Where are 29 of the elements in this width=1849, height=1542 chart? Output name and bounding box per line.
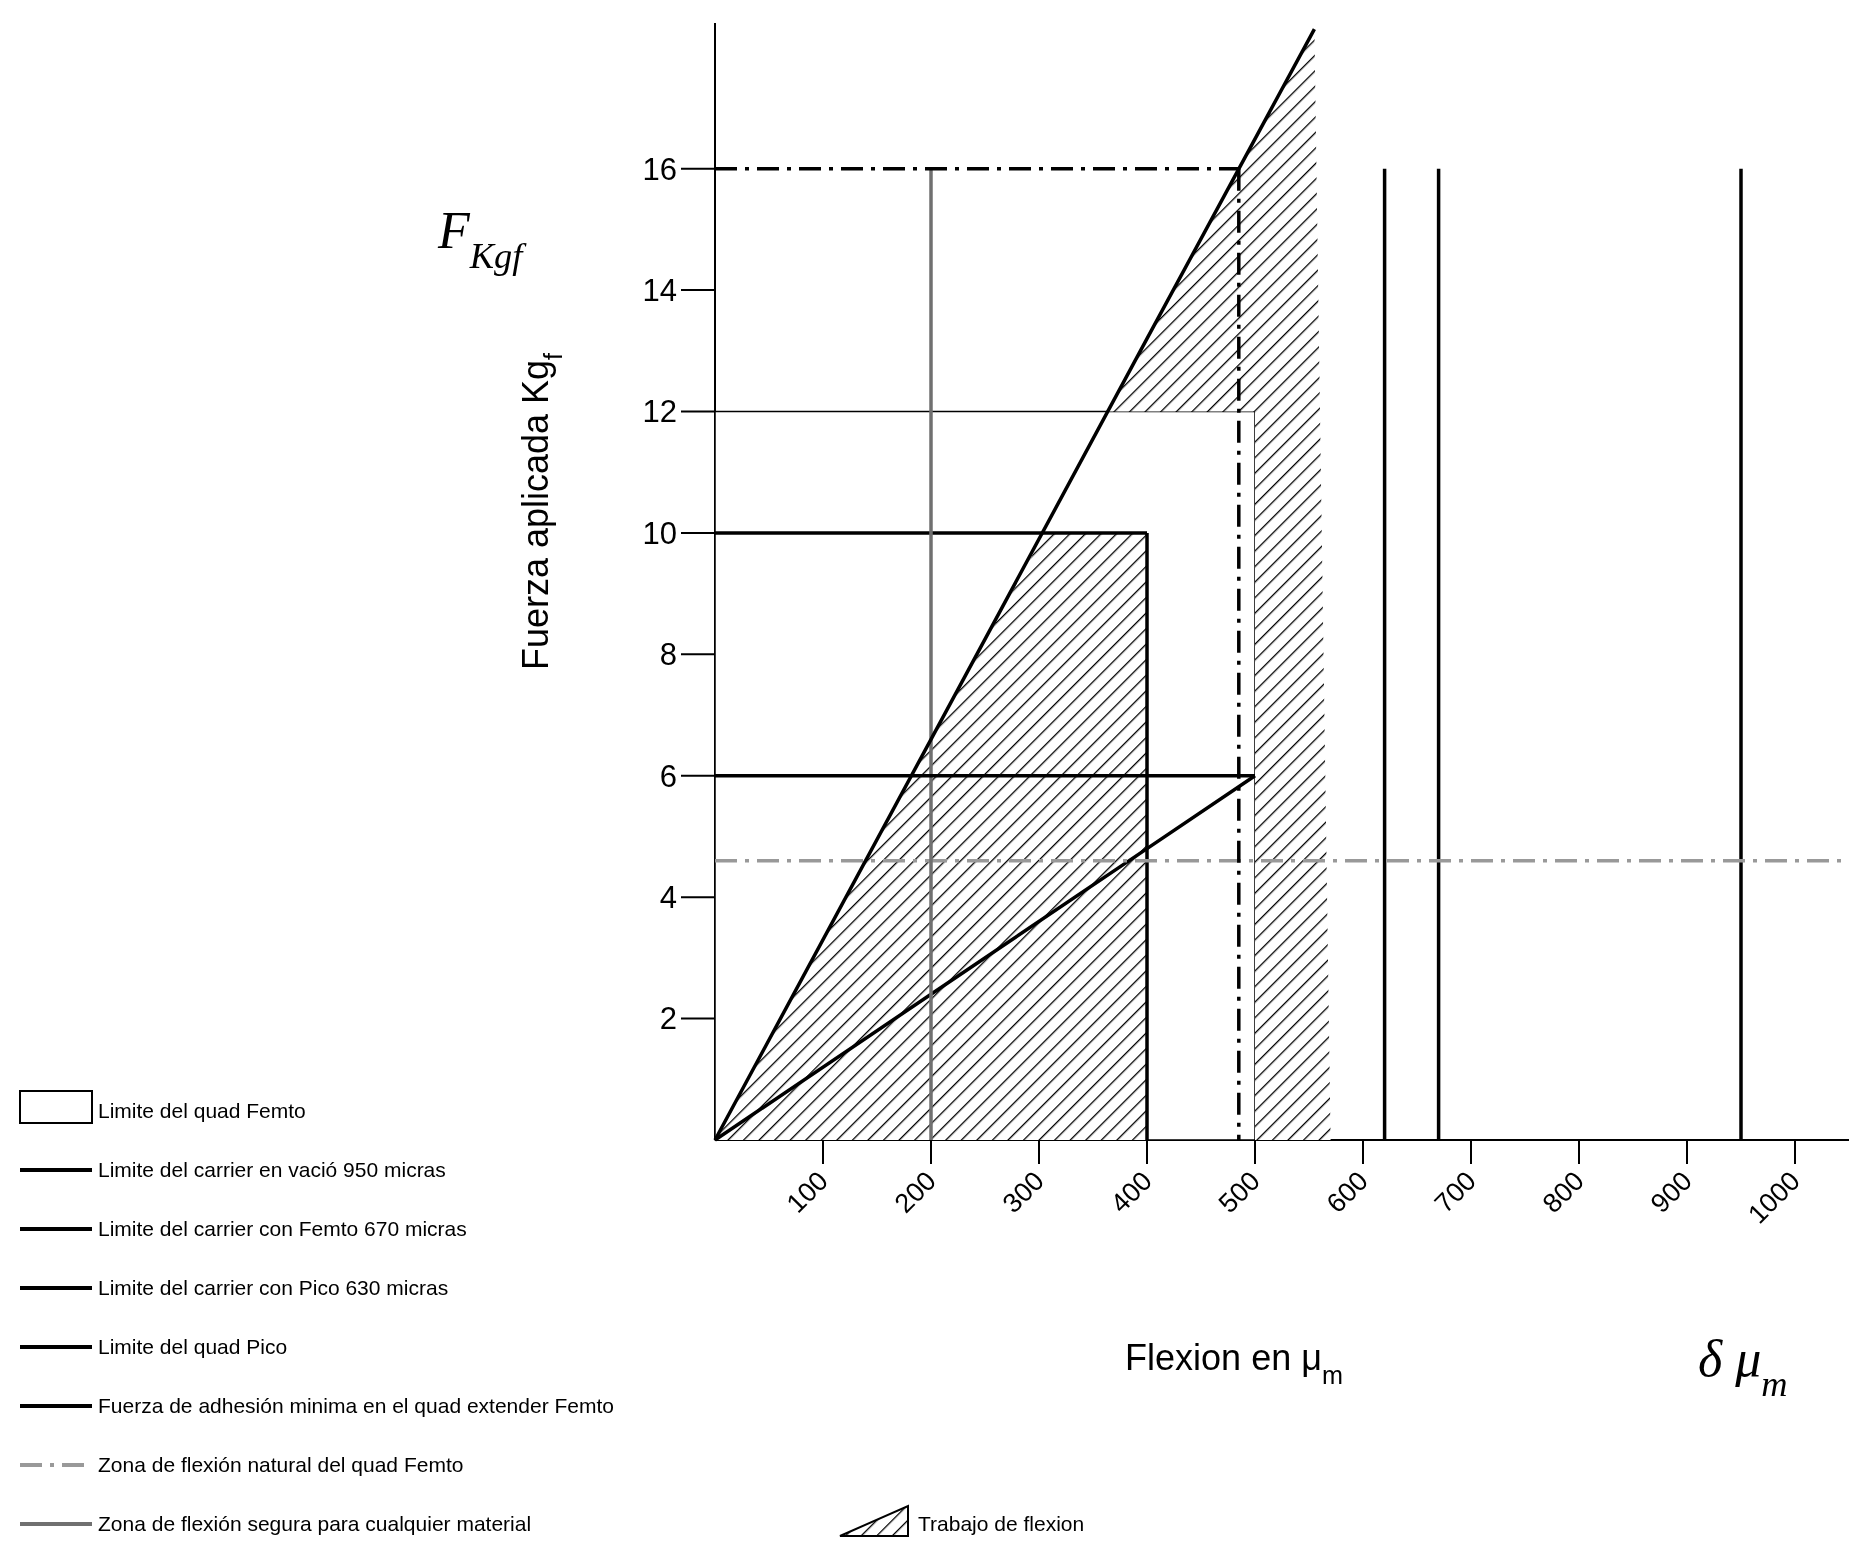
legend-label: Limite del carrier con Pico 630 micras bbox=[98, 1276, 449, 1300]
x-tick-label: 800 bbox=[1536, 1165, 1590, 1219]
y-tick-label: 4 bbox=[659, 880, 677, 916]
x-tick-label: 300 bbox=[996, 1165, 1050, 1219]
x-tick-label: 100 bbox=[780, 1165, 834, 1219]
x-tick-label: 500 bbox=[1212, 1165, 1266, 1219]
y-tick-label: 12 bbox=[642, 394, 677, 430]
y-tick-label: 16 bbox=[642, 151, 677, 187]
legend-label: Trabajo de flexion bbox=[918, 1512, 1085, 1536]
x-tick-label: 700 bbox=[1428, 1165, 1482, 1219]
legend-label: Fuerza de adhesión minima en el quad extender Femto bbox=[98, 1394, 614, 1418]
legend-label: Limite del quad Pico bbox=[98, 1335, 288, 1359]
y-tick-label: 6 bbox=[659, 758, 677, 794]
legend-label: Zona de flexión natural del quad Femto bbox=[98, 1453, 464, 1477]
x-tick-label: 600 bbox=[1320, 1165, 1374, 1219]
legend-label: Limite del carrier en vació 950 micras bbox=[98, 1158, 446, 1182]
legend-label: Zona de flexión segura para cualquier material bbox=[98, 1512, 532, 1536]
y-tick-label: 2 bbox=[659, 1001, 677, 1037]
x-tick-label: 900 bbox=[1644, 1165, 1698, 1219]
x-tick-label: 200 bbox=[888, 1165, 942, 1219]
x-tick-label: 400 bbox=[1104, 1165, 1158, 1219]
y-tick-label: 14 bbox=[642, 272, 677, 308]
legend-label: Limite del quad Femto bbox=[98, 1099, 306, 1123]
x-axis-title: Flexion en μ$_{m}$ bbox=[1125, 1337, 1343, 1389]
text: F$_{Kgf}$ bbox=[437, 202, 528, 276]
y-tick-label: 8 bbox=[659, 637, 677, 673]
text: δ μ$_{m}$ bbox=[1698, 1330, 1788, 1404]
y-tick-label: 10 bbox=[642, 515, 677, 551]
legend-label: Limite del carrier con Femto 670 micras bbox=[98, 1217, 467, 1241]
